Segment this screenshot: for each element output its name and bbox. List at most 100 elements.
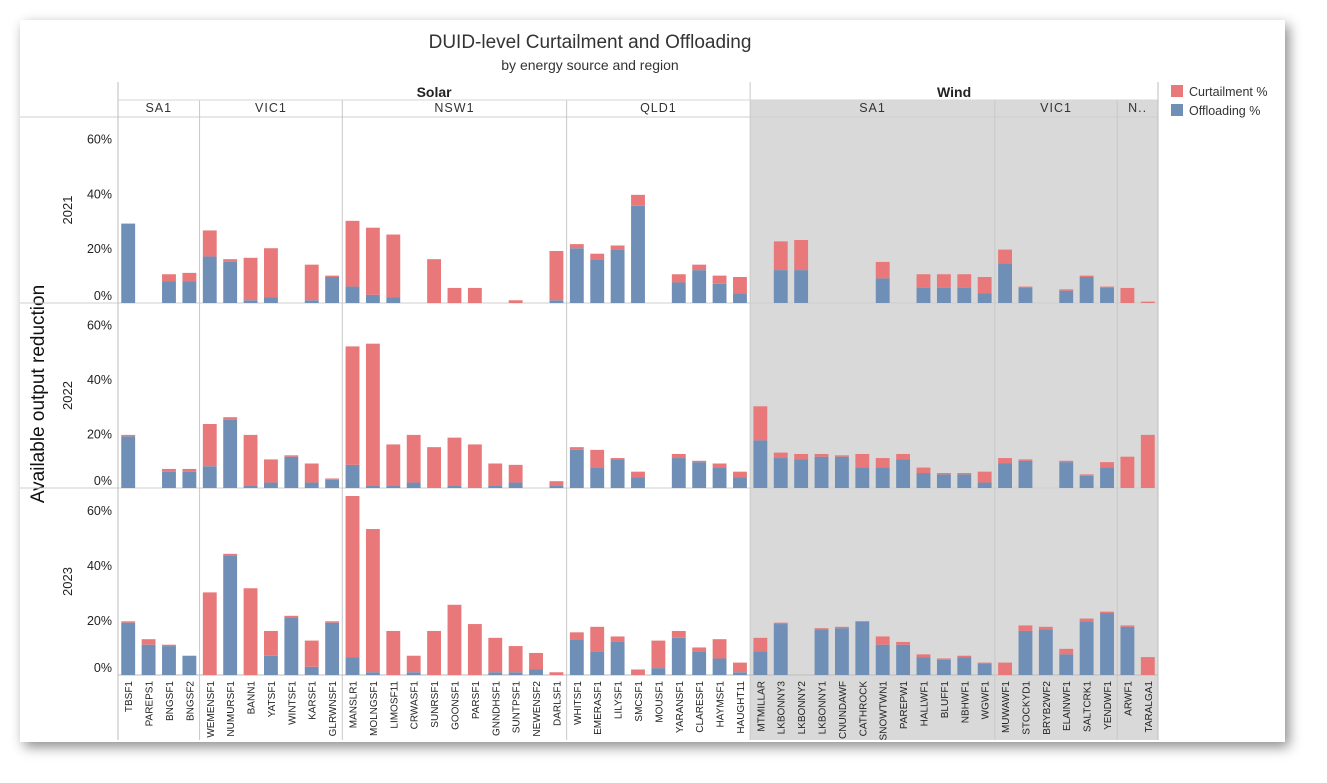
bar-curtailment-newensf2-2023	[529, 652, 543, 670]
x-tick-label-suntpsf1: SUNTPSF1	[512, 681, 523, 734]
bar-curtailment-glrwnsf1-2021	[325, 275, 340, 277]
bar-offloading-parepw1-2022	[896, 459, 911, 488]
bar-curtailment-bngsf2-2021	[182, 272, 197, 282]
x-tick-label-lkbonny1: LKBONNY1	[818, 681, 829, 735]
bar-curtailment-lkbonny1-2023	[814, 628, 829, 630]
bar-curtailment-yatsf1-2021	[264, 248, 278, 298]
bar-curtailment-whitsf1-2023	[569, 632, 584, 640]
bar-offloading-emerasf1-2022	[590, 467, 605, 488]
bar-curtailment-numursf1-2022	[223, 417, 238, 420]
x-tick-label-lkbonny2: LKBONNY2	[797, 681, 808, 735]
bar-offloading-goonsf1-2022	[447, 485, 462, 488]
x-tick-label-molngsf1: MOLNGSF1	[369, 681, 380, 736]
bar-offloading-crwasf1-2023	[406, 672, 421, 675]
x-tick-label-nbhwf1: NBHWF1	[960, 681, 971, 724]
bar-curtailment-taralga1-2023	[1140, 657, 1155, 675]
bar-curtailment-pareps1-2023	[141, 639, 156, 645]
bar-offloading-haymsf1-2022	[712, 467, 727, 488]
bar-offloading-suntpsf1-2023	[508, 672, 523, 675]
x-tick-label-yendwf1: YENDWF1	[1103, 681, 1114, 730]
y-tick-label: 40%	[87, 559, 112, 573]
bar-offloading-snowtwn1-2021	[875, 278, 890, 303]
bar-curtailment-bluff1-2022	[936, 473, 951, 475]
bar-curtailment-mtmillar-2023	[753, 637, 768, 652]
chart-subtitle: by energy source and region	[501, 57, 678, 73]
bar-curtailment-snowtwn1-2022	[875, 458, 890, 468]
bar-curtailment-wintsf1-2023	[284, 615, 299, 618]
x-tick-label-mousf1: MOUSF1	[654, 681, 665, 723]
x-tick-label-pareps1: PAREPS1	[145, 681, 156, 727]
bar-offloading-hallwf1-2023	[916, 657, 931, 675]
bar-offloading-saltcrk1-2021	[1079, 276, 1094, 303]
bar-offloading-stockyd1-2022	[1018, 460, 1033, 488]
bar-offloading-claresf1-2021	[692, 270, 707, 303]
bar-offloading-cnundawf-2023	[834, 628, 849, 675]
year-label-2023: 2023	[60, 567, 75, 596]
legend-swatch-curtailment	[1171, 85, 1183, 97]
bar-offloading-tbsf1-2023	[121, 622, 136, 675]
bar-offloading-emerasf1-2021	[590, 259, 605, 303]
bar-curtailment-lkbonny3-2022	[773, 452, 788, 459]
x-tick-label-bngsf1: BNGSF1	[165, 681, 176, 721]
bar-curtailment-nbhwf1-2023	[957, 655, 972, 658]
bar-curtailment-emerasf1-2021	[590, 253, 605, 260]
x-tick-label-bann1: BANN1	[247, 681, 258, 715]
bar-offloading-cathrock-2023	[855, 621, 870, 675]
bar-offloading-yaransf1-2022	[671, 458, 686, 488]
bar-offloading-saltcrk1-2022	[1079, 475, 1094, 488]
x-tick-label-taralga1: TARALGA1	[1144, 681, 1155, 733]
x-tick-label-haught11: HAUGHT11	[736, 681, 747, 734]
bar-curtailment-yendwf1-2022	[1100, 462, 1114, 468]
bar-curtailment-lkbonny1-2022	[814, 453, 829, 457]
bar-curtailment-elainwf1-2021	[1059, 289, 1074, 291]
bar-curtailment-yendwf1-2023	[1100, 611, 1114, 614]
region-header-solar-sa1: SA1	[145, 101, 172, 115]
bar-curtailment-emerasf1-2023	[590, 626, 605, 652]
bar-offloading-cathrock-2022	[855, 467, 870, 488]
bar-curtailment-wgwf1-2021	[977, 276, 992, 294]
bar-curtailment-goonsf1-2022	[447, 437, 462, 486]
bar-offloading-limosf11-2021	[386, 297, 401, 303]
bar-offloading-gnndhsf1-2022	[488, 485, 503, 488]
x-tick-label-emerasf1: EMERASF1	[593, 681, 604, 735]
bar-offloading-karsf1-2023	[304, 666, 319, 675]
bar-curtailment-glrwnsf1-2023	[325, 621, 340, 623]
region-header-solar-nsw1: NSW1	[434, 101, 474, 115]
bar-curtailment-snowtwn1-2021	[875, 261, 890, 279]
bar-offloading-lkbonny2-2021	[794, 270, 809, 303]
x-tick-label-karsf1: KARSF1	[308, 681, 319, 720]
legend-label-curtailment: Curtailment %	[1189, 85, 1268, 99]
bar-offloading-lilysf1-2021	[610, 249, 625, 303]
x-tick-label-numursf1: NUMURSF1	[226, 681, 237, 737]
bar-offloading-glrwnsf1-2021	[325, 276, 340, 303]
bar-offloading-yatsf1-2022	[264, 482, 278, 488]
bar-offloading-tbsf1-2022	[121, 436, 136, 488]
bar-curtailment-haymsf1-2023	[712, 639, 727, 659]
bar-offloading-elainwf1-2022	[1059, 462, 1074, 488]
x-tick-label-glrwnsf1: GLRWNSF1	[328, 681, 339, 737]
bar-curtailment-lkbonny2-2022	[794, 453, 809, 460]
bar-curtailment-haught11-2022	[733, 471, 747, 478]
bar-offloading-yaransf1-2023	[671, 637, 686, 675]
y-axis-label: Available output reduction	[28, 285, 49, 503]
bar-curtailment-saltcrk1-2022	[1079, 474, 1094, 476]
x-tick-label-wemensf1: WEMENSF1	[206, 681, 217, 738]
y-tick-label: 40%	[87, 373, 112, 387]
bar-offloading-molngsf1-2023	[365, 672, 380, 675]
bar-curtailment-gnndhsf1-2023	[488, 637, 503, 673]
bar-offloading-saltcrk1-2023	[1079, 621, 1094, 675]
bar-offloading-yatsf1-2021	[264, 297, 278, 303]
bar-curtailment-bann1-2021	[243, 257, 258, 301]
x-tick-label-mtmillar: MTMILLAR	[756, 681, 767, 732]
x-tick-label-gnndhsf1: GNNDHSF1	[491, 681, 502, 736]
bar-curtailment-hallwf1-2021	[916, 274, 931, 288]
bar-curtailment-wgwf1-2022	[977, 471, 992, 483]
bar-offloading-whitsf1-2023	[569, 639, 584, 675]
bar-curtailment-saltcrk1-2023	[1079, 618, 1094, 622]
bar-curtailment-cathrock-2022	[855, 453, 870, 468]
bar-offloading-smcsf1-2021	[631, 205, 645, 303]
bar-curtailment-manslr1-2022	[345, 346, 360, 465]
bar-offloading-lilysf1-2022	[610, 459, 625, 488]
